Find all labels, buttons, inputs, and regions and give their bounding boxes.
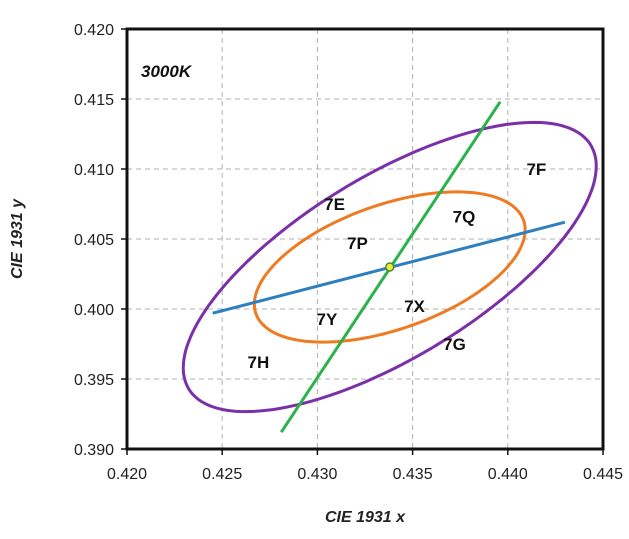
center-point bbox=[385, 262, 395, 272]
y-tick-label: 0.420 bbox=[74, 22, 114, 39]
bin-label-7x: 7X bbox=[404, 297, 425, 316]
bin-labels: 7F 7E 7Q 7P 7X 7Y 7G 7H bbox=[248, 160, 547, 372]
bin-label-7h: 7H bbox=[248, 353, 270, 372]
bin-label-7p: 7P bbox=[347, 234, 368, 253]
ellipse-outer bbox=[181, 120, 598, 414]
chart-title: 3000K bbox=[141, 62, 193, 81]
bin-label-7g: 7G bbox=[443, 335, 466, 354]
x-tick-label: 0.425 bbox=[202, 466, 242, 483]
y-tick-label: 0.395 bbox=[74, 372, 114, 389]
y-tick-label: 0.405 bbox=[74, 232, 114, 249]
ellipse-inner bbox=[252, 190, 527, 344]
y-tick-label: 0.390 bbox=[74, 442, 114, 459]
x-tick-label: 0.445 bbox=[583, 466, 623, 483]
y-tick-label: 0.410 bbox=[74, 162, 114, 179]
x-tick-label: 0.430 bbox=[297, 466, 337, 483]
y-tick-label: 0.415 bbox=[74, 92, 114, 109]
x-tick-label: 0.435 bbox=[393, 466, 433, 483]
bin-label-7q: 7Q bbox=[453, 208, 476, 227]
y-axis-label: CIE 1931 y bbox=[9, 198, 26, 279]
y-tick-label: 0.400 bbox=[74, 302, 114, 319]
tick-labels: 0.420 0.425 0.430 0.435 0.440 0.445 0.390 0.395… bbox=[74, 22, 623, 483]
x-tick-label: 0.440 bbox=[488, 466, 528, 483]
bin-label-7f: 7F bbox=[526, 160, 546, 179]
bin-label-7y: 7Y bbox=[317, 310, 338, 329]
x-axis-label: CIE 1931 x bbox=[325, 509, 406, 526]
x-tick-label: 0.420 bbox=[107, 466, 147, 483]
plot-shapes bbox=[181, 100, 598, 434]
bin-label-7e: 7E bbox=[324, 195, 345, 214]
